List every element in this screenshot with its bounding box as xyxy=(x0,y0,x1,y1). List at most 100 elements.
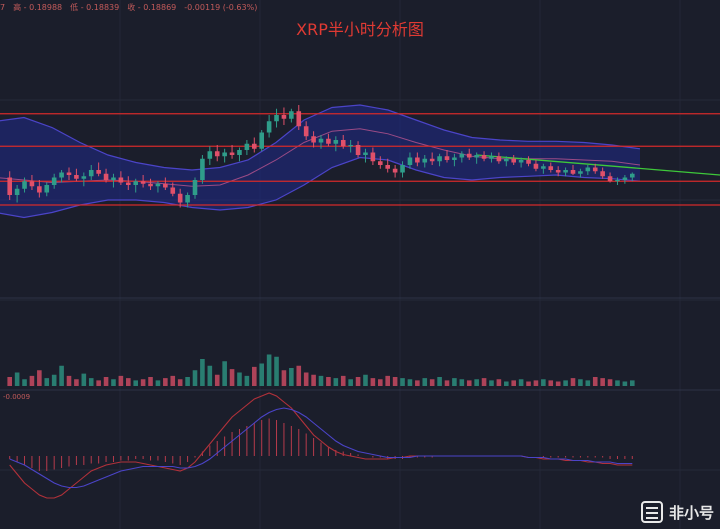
volume-bar-75 xyxy=(563,380,568,386)
volume-bar-49 xyxy=(370,378,376,386)
band-middle-line xyxy=(0,128,641,187)
volume-bar-1 xyxy=(14,372,20,386)
candle-body-71 xyxy=(533,163,539,169)
candle-body-59 xyxy=(444,156,450,160)
volume-bar-67 xyxy=(503,381,509,386)
volume-bar-27 xyxy=(207,365,213,386)
candle-body-25 xyxy=(192,180,198,195)
candle-body-23 xyxy=(177,193,183,203)
candle-body-9 xyxy=(74,175,79,179)
candle-body-6 xyxy=(51,177,57,185)
volume-bar-61 xyxy=(459,379,465,386)
candle-body-51 xyxy=(385,165,391,169)
candle-body-74 xyxy=(555,170,561,173)
candle-body-4 xyxy=(37,186,42,193)
candle-body-41 xyxy=(311,136,316,143)
volume-bar-30 xyxy=(229,369,235,386)
candle-body-15 xyxy=(118,177,124,183)
candle-body-49 xyxy=(370,152,376,162)
volume-bar-57 xyxy=(429,379,435,386)
candle-body-72 xyxy=(541,166,546,169)
volume-bar-73 xyxy=(548,380,554,386)
volume-bar-0 xyxy=(7,377,13,386)
candle-body-42 xyxy=(318,138,324,143)
volume-bar-28 xyxy=(214,374,220,386)
candle-body-31 xyxy=(237,150,242,155)
volume-bar-84 xyxy=(629,380,635,386)
candle-body-81 xyxy=(607,176,613,182)
volume-bar-39 xyxy=(296,365,302,386)
trendline xyxy=(476,154,720,176)
candle-body-11 xyxy=(88,170,94,177)
volume-bar-6 xyxy=(51,374,57,386)
volume-bar-12 xyxy=(96,380,101,386)
candle-body-37 xyxy=(281,115,287,119)
candle-body-8 xyxy=(66,172,72,175)
macd-dea-line xyxy=(9,407,633,489)
candle-body-13 xyxy=(103,173,109,180)
volume-bar-38 xyxy=(289,368,294,386)
volume-bar-74 xyxy=(555,381,561,386)
volume-bar-68 xyxy=(511,380,517,386)
volume-bar-4 xyxy=(37,370,42,386)
volume-bar-60 xyxy=(452,378,457,386)
volume-bar-76 xyxy=(570,378,576,386)
candle-body-52 xyxy=(392,168,398,173)
volume-bar-7 xyxy=(59,365,64,386)
candle-body-17 xyxy=(133,181,139,185)
band-fill xyxy=(0,105,640,218)
candle-body-48 xyxy=(363,152,368,155)
volume-bar-37 xyxy=(281,370,287,386)
candlesticks xyxy=(7,105,635,208)
ohlc-open: 7 xyxy=(0,2,6,12)
candle-body-83 xyxy=(622,177,628,180)
volume-bar-47 xyxy=(355,377,361,386)
volume-bar-16 xyxy=(125,378,131,386)
volume-bar-17 xyxy=(133,380,139,386)
candle-body-61 xyxy=(459,153,465,158)
candle-body-29 xyxy=(222,152,227,157)
volume-bar-81 xyxy=(607,379,613,386)
volume-bar-9 xyxy=(74,379,79,386)
volume-bar-46 xyxy=(348,379,353,386)
volume-bar-56 xyxy=(422,378,428,386)
candle-body-34 xyxy=(259,132,265,149)
candle-body-27 xyxy=(207,151,213,159)
candle-body-75 xyxy=(563,170,568,173)
candle-body-56 xyxy=(422,158,428,163)
band-lower-line xyxy=(0,156,641,219)
candle-body-65 xyxy=(489,156,494,159)
candle-body-3 xyxy=(29,181,35,187)
volume-bar-34 xyxy=(259,363,265,386)
volume-bar-77 xyxy=(578,379,583,386)
chart-title: XRP半小时分析图 xyxy=(296,20,424,39)
volume-bar-44 xyxy=(333,378,339,386)
volume-bar-82 xyxy=(615,380,620,386)
candle-body-26 xyxy=(200,158,205,180)
volume-bar-45 xyxy=(340,375,346,386)
volume-bar-31 xyxy=(237,372,242,386)
watermark: 非小号 xyxy=(640,501,714,523)
volume-bar-11 xyxy=(88,378,94,386)
candle-body-50 xyxy=(377,161,383,165)
volume-bar-21 xyxy=(163,378,168,386)
volume-bar-48 xyxy=(363,374,368,386)
candle-body-40 xyxy=(303,126,309,137)
volume-bar-43 xyxy=(326,377,331,386)
volume-bar-14 xyxy=(111,379,116,386)
candle-body-67 xyxy=(503,158,509,162)
candle-body-57 xyxy=(429,158,435,162)
candle-body-43 xyxy=(326,138,331,144)
candle-body-33 xyxy=(251,143,257,149)
candle-body-79 xyxy=(592,167,598,172)
volume-bar-69 xyxy=(518,379,524,386)
ohlc-readout: 7 高 - 0.18988 低 - 0.18839 收 - 0.18869 -0… xyxy=(0,0,257,14)
volume-bar-33 xyxy=(251,366,257,386)
volume-bar-53 xyxy=(400,378,405,386)
candle-body-32 xyxy=(244,143,250,150)
volume-bar-24 xyxy=(185,377,190,386)
volume-bar-18 xyxy=(140,379,146,386)
volume-bar-40 xyxy=(303,372,309,386)
